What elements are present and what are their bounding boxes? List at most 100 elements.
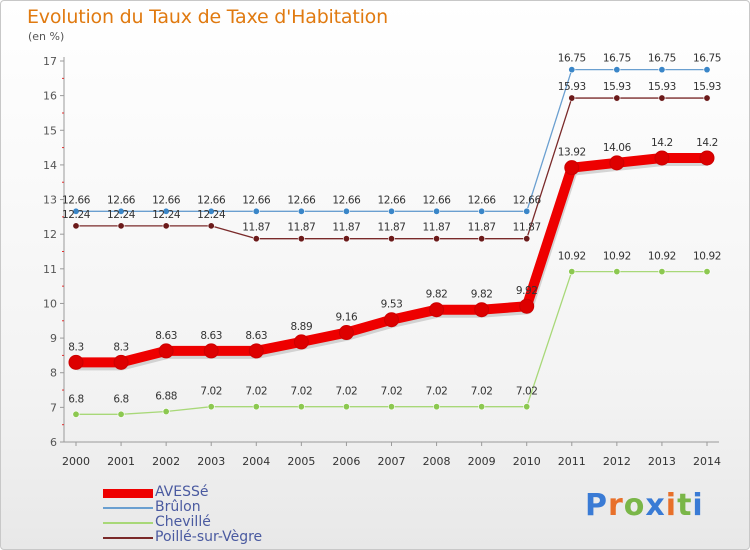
y-tick-label: 8: [50, 367, 57, 380]
logo-letter: t: [677, 488, 693, 523]
data-label-avesse: 8.3: [68, 341, 84, 353]
data-point-avesse: [203, 343, 219, 359]
data-point-avesse: [158, 343, 174, 359]
data-label-cheville: 6.8: [68, 393, 84, 405]
data-label-cheville: 7.02: [200, 386, 222, 398]
x-tick-label: 2003: [197, 455, 225, 468]
data-label-avesse: 14.2: [696, 137, 718, 149]
data-point-brulon: [658, 66, 666, 74]
data-point-poille-sur-vegre: [207, 222, 215, 230]
y-tick-label: 16: [43, 90, 57, 103]
data-point-poille-sur-vegre: [162, 222, 170, 230]
legend-item-avesse: AVESSé: [103, 484, 363, 500]
data-label-cheville: 10.92: [558, 251, 586, 263]
data-point-brulon: [342, 207, 350, 215]
x-tick-label: 2005: [287, 455, 315, 468]
data-point-brulon: [613, 66, 621, 74]
legend-label-avesse: AVESSé: [155, 484, 209, 500]
data-point-avesse: [519, 298, 535, 314]
data-label-cheville: 7.02: [516, 386, 538, 398]
data-label-cheville: 7.02: [336, 386, 358, 398]
data-label-brulon: 16.75: [603, 53, 631, 65]
data-point-brulon: [162, 207, 170, 215]
data-label-brulon: 12.66: [423, 194, 452, 206]
data-label-brulon: 16.75: [648, 53, 676, 65]
data-label-brulon: 12.66: [107, 194, 136, 206]
data-label-brulon: 12.66: [287, 194, 316, 206]
data-label-avesse: 9.16: [336, 312, 358, 324]
logo-letter: i: [692, 488, 704, 523]
data-label-avesse: 8.63: [200, 330, 222, 342]
data-label-brulon: 16.75: [558, 53, 586, 65]
data-label-poille-sur-vegre: 12.24: [152, 209, 181, 221]
data-label-cheville: 7.02: [426, 386, 448, 398]
legend-item-poille: Poillé-sur-Vègre: [103, 529, 363, 545]
data-label-avesse: 9.82: [426, 289, 448, 301]
data-label-poille-sur-vegre: 11.87: [468, 222, 496, 234]
data-label-brulon: 16.75: [693, 53, 721, 65]
data-point-cheville: [523, 403, 531, 411]
data-label-brulon: 12.66: [468, 194, 497, 206]
data-point-poille-sur-vegre: [117, 222, 125, 230]
data-point-avesse: [699, 150, 715, 166]
y-tick-label: 7: [50, 401, 57, 414]
data-label-poille-sur-vegre: 15.93: [558, 81, 586, 93]
y-tick-label: 14: [43, 159, 57, 172]
data-label-brulon: 12.66: [152, 194, 181, 206]
data-point-brulon: [568, 66, 576, 74]
data-point-poille-sur-vegre: [387, 235, 395, 243]
data-label-brulon: 12.66: [513, 194, 542, 206]
data-point-cheville: [252, 403, 260, 411]
data-label-cheville: 10.92: [648, 251, 676, 263]
data-point-brulon: [117, 207, 125, 215]
data-point-cheville: [568, 268, 576, 276]
x-tick-label: 2007: [378, 455, 406, 468]
data-point-brulon: [72, 207, 80, 215]
data-point-avesse: [609, 155, 625, 171]
y-tick-label: 15: [43, 124, 57, 137]
data-label-avesse: 13.92: [558, 147, 586, 159]
data-point-avesse: [293, 334, 309, 350]
data-point-avesse: [429, 302, 445, 318]
data-label-poille-sur-vegre: 11.87: [423, 222, 451, 234]
data-label-poille-sur-vegre: 12.24: [197, 209, 226, 221]
y-tick-label: 17: [43, 55, 57, 68]
legend-swatch-poille: [103, 537, 153, 539]
data-point-avesse: [113, 354, 129, 370]
data-label-cheville: 6.8: [113, 393, 129, 405]
data-label-poille-sur-vegre: 12.24: [62, 209, 91, 221]
data-label-cheville: 7.02: [290, 386, 312, 398]
data-label-cheville: 7.02: [245, 386, 267, 398]
y-tick-label: 9: [50, 332, 57, 345]
x-tick-label: 2000: [62, 455, 90, 468]
legend: AVESSé Brûlon Chevillé Poillé-sur-Vègre: [103, 484, 363, 545]
data-label-avesse: 8.63: [245, 330, 267, 342]
data-label-avesse: 8.3: [113, 341, 129, 353]
data-point-avesse: [68, 354, 84, 370]
data-label-poille-sur-vegre: 11.87: [332, 222, 360, 234]
chart-unit: (en %): [28, 30, 65, 43]
legend-label-poille: Poillé-sur-Vègre: [155, 529, 263, 545]
data-point-cheville: [342, 403, 350, 411]
x-tick-label: 2011: [558, 455, 586, 468]
legend-swatch-cheville: [103, 522, 153, 524]
data-point-poille-sur-vegre: [342, 235, 350, 243]
data-label-cheville: 7.02: [381, 386, 403, 398]
data-label-poille-sur-vegre: 15.93: [648, 81, 676, 93]
data-label-cheville: 6.88: [155, 391, 177, 403]
x-tick-label: 2014: [693, 455, 721, 468]
logo-letter: i: [665, 488, 678, 523]
data-label-brulon: 12.66: [197, 194, 226, 206]
data-point-cheville: [162, 408, 170, 416]
x-tick-label: 2004: [242, 455, 270, 468]
data-label-avesse: 14.06: [603, 142, 632, 154]
data-label-poille-sur-vegre: 11.87: [242, 222, 270, 234]
data-label-avesse: 8.63: [155, 330, 177, 342]
data-point-avesse: [564, 160, 580, 176]
data-label-avesse: 14.2: [651, 137, 673, 149]
data-label-poille-sur-vegre: 15.93: [603, 81, 631, 93]
logo-letter: o: [623, 488, 646, 523]
data-label-avesse: 9.82: [471, 289, 493, 301]
data-point-cheville: [72, 410, 80, 418]
